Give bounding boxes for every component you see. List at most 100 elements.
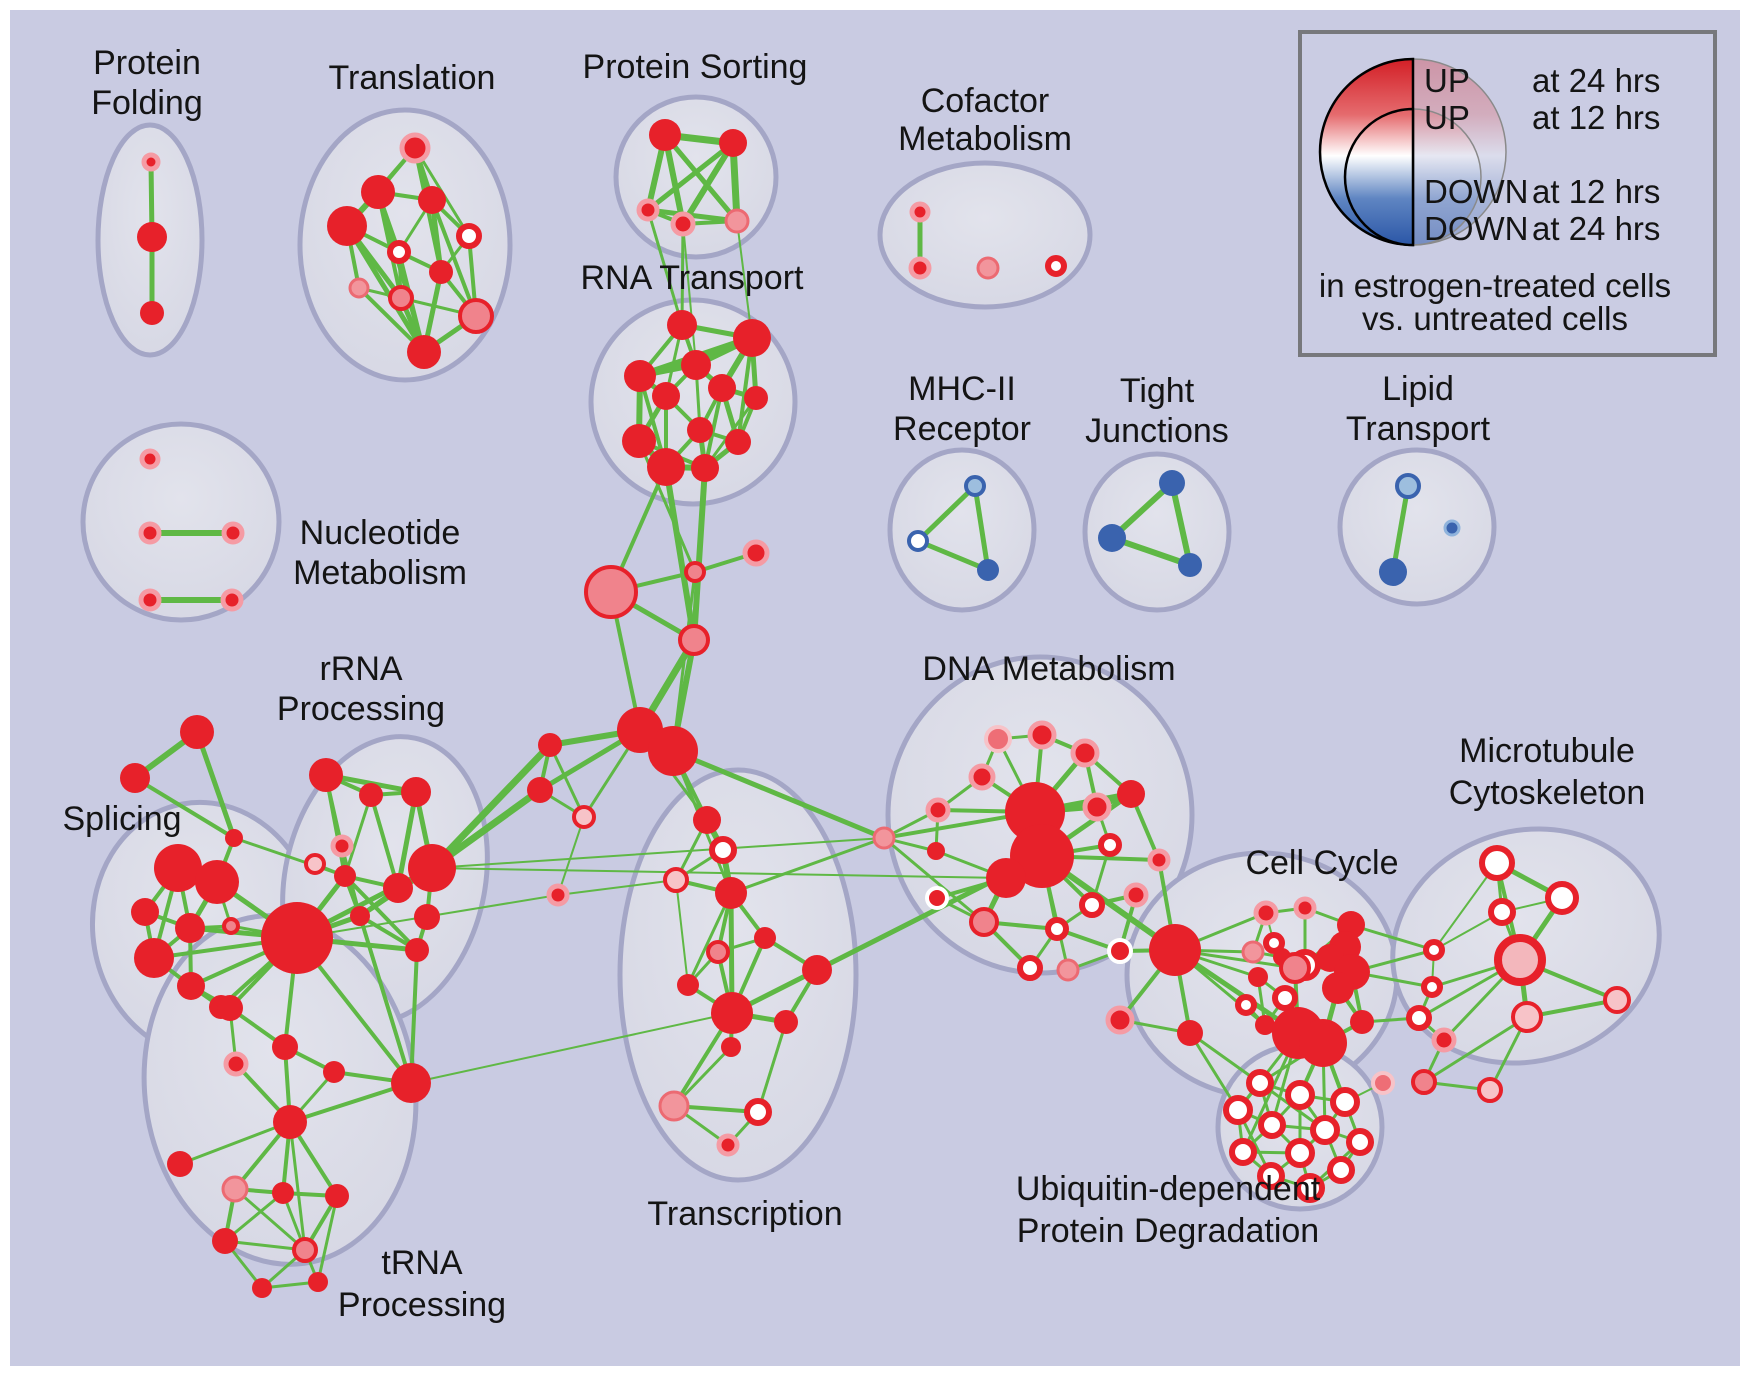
- network-node-cc7: [1272, 985, 1298, 1011]
- network-node-x9: [774, 1010, 798, 1034]
- network-edge: [316, 1194, 339, 1284]
- network-node-u8: [1229, 1138, 1257, 1166]
- network-node-r1: [309, 758, 343, 792]
- network-node-nu3: [221, 521, 245, 545]
- network-node-g1: [538, 733, 562, 757]
- network-node-p3: [678, 624, 710, 656]
- network-edge: [223, 1239, 307, 1252]
- legend-row-label: UP: [1424, 62, 1470, 99]
- network-node-x14: [716, 1133, 740, 1157]
- network-node-x10: [802, 955, 832, 985]
- network-node-n1: [667, 310, 697, 340]
- network-node-u5: [1258, 1111, 1286, 1139]
- network-node-u2: [1285, 1080, 1315, 1110]
- cluster-cofactor-metabolism: [877, 160, 1093, 310]
- network-node-pf2: [137, 222, 167, 252]
- network-node-d9: [1010, 824, 1074, 888]
- network-edge: [557, 816, 585, 896]
- cluster-label-dna-metabolism: DNA Metabolism: [922, 650, 1175, 688]
- network-node-cc1: [1253, 900, 1279, 926]
- network-node-s1: [154, 844, 202, 892]
- cluster-mhc-ii-receptor: [887, 447, 1037, 613]
- network-node-r7: [383, 873, 413, 903]
- cluster-label-lipid-transport: Lipid: [1382, 370, 1454, 408]
- cluster-label-cell-cycle: Cell Cycle: [1245, 844, 1398, 882]
- cluster-label-nucleotide-metabolism: Metabolism: [293, 554, 467, 592]
- network-node-n12: [691, 454, 719, 482]
- network-node-d4: [968, 763, 996, 791]
- network-node-cc9: [1255, 1015, 1275, 1035]
- network-node-ps2: [719, 129, 747, 157]
- network-node-d13: [1147, 848, 1171, 872]
- network-node-u1: [1246, 1069, 1274, 1097]
- network-node-h2: [272, 1182, 294, 1204]
- network-node-u11: [1327, 1156, 1355, 1184]
- network-node-d18: [1123, 882, 1149, 908]
- network-node-u10: [1257, 1162, 1285, 1190]
- cluster-label-ubiquitin-degradation: Ubiquitin-dependent: [1016, 1170, 1321, 1208]
- network-node-c6: [273, 1105, 307, 1139]
- legend-caption: vs. untreated cells: [1362, 300, 1628, 337]
- network-edge: [662, 132, 740, 224]
- network-node-cc6: [1248, 967, 1268, 987]
- network-node-co4: [1045, 255, 1067, 277]
- network-node-d7: [1082, 792, 1112, 822]
- network-node-u9: [1285, 1138, 1315, 1168]
- network-node-e7: [1477, 1077, 1503, 1103]
- network-node-x8: [711, 992, 753, 1034]
- legend-row-time: at 24 hrs: [1532, 62, 1660, 99]
- network-node-cc18: [1263, 932, 1285, 954]
- network-node-n3: [681, 350, 711, 380]
- network-node-u6: [1310, 1115, 1340, 1145]
- network-edge: [736, 220, 753, 339]
- cluster-label-trna-processing: Processing: [338, 1286, 506, 1324]
- network-edge: [557, 879, 677, 896]
- network-node-d22: [1177, 1020, 1203, 1046]
- network-node-r10: [408, 844, 456, 892]
- network-node-ps4: [670, 211, 696, 237]
- network-node-r6: [334, 865, 356, 887]
- network-node-c1: [217, 995, 243, 1021]
- network-edge: [682, 223, 697, 366]
- network-node-e1: [1423, 939, 1445, 961]
- legend-row-time: at 12 hrs: [1532, 173, 1660, 210]
- network-node-x2: [709, 836, 737, 864]
- network-node-co2: [908, 256, 932, 280]
- network-edge: [915, 538, 991, 573]
- network-edge: [430, 198, 478, 318]
- network-node-tl10: [458, 298, 494, 334]
- network-node-d5: [925, 797, 951, 823]
- network-node-nu4: [138, 588, 162, 612]
- cluster-label-protein-folding: Protein: [93, 44, 201, 82]
- network-node-n6: [652, 382, 680, 410]
- network-node-n4: [624, 360, 656, 392]
- network-node-x4: [715, 877, 747, 909]
- network-edge: [645, 207, 740, 224]
- network-node-h1: [221, 1175, 249, 1203]
- network-edge: [395, 789, 419, 891]
- network-node-s2: [195, 860, 239, 904]
- network-node-n9: [622, 424, 656, 458]
- cluster-lipid-transport: [1337, 447, 1497, 607]
- network-node-tl8: [348, 277, 370, 299]
- network-edge: [915, 483, 978, 544]
- network-node-tj2: [1098, 524, 1126, 552]
- network-node-d16: [1079, 892, 1105, 918]
- network-node-cc8: [1235, 994, 1257, 1016]
- network-edge: [409, 948, 419, 1085]
- network-node-tl4: [327, 206, 367, 246]
- network-edge: [369, 793, 400, 890]
- legend-disc-12h-faded: [1412, 108, 1482, 246]
- network-node-pf1: [141, 152, 161, 172]
- network-edge: [288, 1120, 307, 1252]
- network-node-cc3: [1241, 940, 1265, 964]
- network-node-e3: [1406, 1005, 1432, 1031]
- network-node-u12: [1295, 1173, 1325, 1203]
- network-node-d20b: [1056, 958, 1080, 982]
- network-node-n8: [687, 417, 713, 443]
- network-node-co1: [909, 201, 931, 223]
- network-node-e4: [1431, 1027, 1457, 1053]
- network-edge: [680, 222, 685, 327]
